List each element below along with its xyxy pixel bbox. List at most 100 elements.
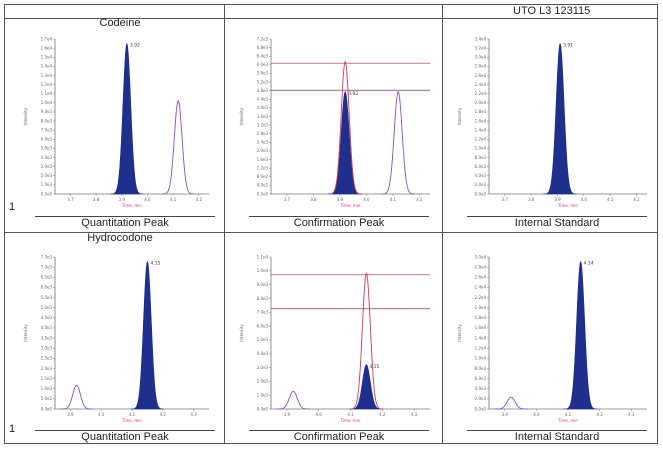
- y-tick-label: 2.2e4: [475, 295, 487, 300]
- y-tick-label: 1.0e4: [475, 146, 487, 151]
- x-axis-label: Time, min: [557, 418, 578, 423]
- x-axis-label: Time, min: [121, 203, 142, 208]
- chromatogram-plot: 7.5e3 7.0e3 6.5e3 6.0e3 5.5e3 5.0e3 4.5e3 4.0e3…: [23, 254, 209, 423]
- y-tick-label: 6.0e3: [257, 62, 269, 67]
- y-tick-label: 0.0e0: [41, 191, 53, 196]
- y-tick-label: 1.6e3: [257, 157, 269, 162]
- x-tick-label: 4.0: [144, 197, 151, 202]
- x-tick-label: 4.2: [596, 412, 603, 417]
- x-tick-label: 3.9: [119, 197, 126, 202]
- y-tick-label: 4.0e3: [257, 351, 269, 356]
- y-tick-label: 4.0e3: [257, 105, 269, 110]
- y-tick-label: 2.4e4: [475, 285, 487, 290]
- y-tick-label: 1.0e3: [41, 386, 53, 391]
- y-tick-label: 8.0e2: [257, 174, 269, 179]
- x-tick-label: 3.7: [67, 197, 74, 202]
- x-tick-label: 4.1: [565, 412, 572, 417]
- y-tick-label: 6.5e3: [41, 275, 53, 280]
- x-tick-label: 4.3: [411, 412, 418, 417]
- x-tick-label: 4.2: [416, 197, 423, 202]
- y-tick-label: 3.0e3: [41, 164, 53, 169]
- y-tick-label: 4.0e2: [257, 183, 269, 188]
- internal-standard-label: Internal Standard: [467, 430, 647, 443]
- y-tick-label: 3.2e3: [257, 122, 269, 127]
- integrated-peak: [110, 43, 144, 195]
- y-tick-label: 3.5e3: [41, 335, 53, 340]
- y-tick-label: 2.8e4: [475, 64, 487, 69]
- y-tick-label: 4.0e3: [475, 386, 487, 391]
- y-tick-label: 0.0e0: [475, 191, 487, 196]
- x-axis-label: Time, min: [557, 203, 578, 208]
- y-tick-label: 8.0e3: [475, 155, 487, 160]
- chromatogram-plot: 7.2e3 6.8e3 6.4e3 6.0e3 5.6e3 5.2e3 4.8e3 4.4e3…: [239, 36, 430, 208]
- y-tick-label: 6.8e3: [257, 45, 269, 50]
- integrated-peak: [543, 43, 577, 195]
- y-tick-label: 2.0e4: [475, 305, 487, 310]
- x-tick-label: 3.9: [554, 197, 561, 202]
- overlay-trace: [381, 91, 415, 195]
- x-tick-label: 3.8: [93, 197, 100, 202]
- y-tick-label: 8.0e3: [475, 366, 487, 371]
- y-tick-label: 1.0e3: [257, 392, 269, 397]
- y-tick-label: 1.5e4: [41, 55, 53, 60]
- y-tick-label: 8.0e3: [257, 296, 269, 301]
- y-tick-label: 1.6e4: [475, 325, 487, 330]
- x-tick-label: 3.9: [502, 412, 509, 417]
- y-tick-label: 6.0e3: [475, 376, 487, 381]
- y-tick-label: 2.0e4: [475, 100, 487, 105]
- x-tick-label: 4.0: [363, 197, 370, 202]
- x-tick-label: 4.0: [98, 412, 105, 417]
- y-tick-label: 1.2e4: [475, 137, 487, 142]
- confirmation-peak-label: Confirmation Peak: [249, 430, 429, 443]
- x-tick-label: 3.7: [502, 197, 509, 202]
- confirmation-peak-label: Confirmation Peak: [249, 216, 429, 229]
- y-tick-label: 0.0e0: [475, 406, 487, 411]
- chromatogram-plot: 1.7e4 1.6e4 1.5e4 1.4e4 1.3e4 1.2e4 1.1e4 1.0e4…: [23, 36, 209, 208]
- y-tick-label: 2.6e4: [475, 275, 487, 280]
- y-tick-label: 4.0e3: [41, 325, 53, 330]
- y-tick-label: 0.0e0: [257, 406, 269, 411]
- x-tick-label: 4.0: [316, 412, 323, 417]
- analyte-title-hydrocodone: Hydrocodone: [87, 232, 153, 244]
- chromatogram-panel[interactable]: 1.7e4 1.6e4 1.5e4 1.4e4 1.3e4 1.2e4 1.1e4 1.0e4…: [17, 31, 217, 216]
- chromatogram-panel[interactable]: 1.1e4 1.0e4 9.0e3 8.0e3 7.0e3 6.0e3 5.0e3 4.0e3…: [233, 249, 438, 431]
- y-tick-label: 8.0e3: [41, 118, 53, 123]
- chromatogram-panel[interactable]: 7.5e3 7.0e3 6.5e3 6.0e3 5.5e3 5.0e3 4.5e3 4.0e3…: [17, 249, 217, 431]
- integrated-peak: [328, 91, 363, 195]
- y-tick-label: 3.2e4: [475, 45, 487, 50]
- y-axis-label: Intensity: [457, 107, 462, 125]
- chromatogram-panel[interactable]: 3.4e4 3.2e4 3.0e4 2.8e4 2.6e4 2.4e4 2.2e4 2.0e4…: [451, 31, 655, 216]
- overlay-trace: [60, 384, 93, 410]
- y-tick-label: 1.6e4: [475, 118, 487, 123]
- x-tick-label: 4.2: [633, 197, 640, 202]
- x-tick-label: 3.8: [528, 197, 535, 202]
- y-axis-label: Intensity: [23, 324, 28, 342]
- y-tick-label: 5.0e3: [41, 146, 53, 151]
- y-tick-label: 1.5e3: [41, 376, 53, 381]
- y-tick-label: 3.0e4: [475, 254, 487, 259]
- y-tick-label: 1.1e4: [41, 91, 53, 96]
- analyte-title-codeine: Codeine: [99, 17, 141, 29]
- y-tick-label: 1.1e4: [257, 254, 269, 259]
- x-tick-label: 4.3: [190, 412, 197, 417]
- peak-rt-label: 3.92: [130, 43, 140, 49]
- integrated-peak: [563, 260, 598, 410]
- x-axis-label: Time, min: [340, 418, 361, 423]
- x-tick-label: 3.9: [284, 412, 291, 417]
- y-tick-label: 5.0e3: [257, 337, 269, 342]
- y-tick-label: 2.2e4: [475, 91, 487, 96]
- y-tick-label: 1.0e4: [475, 356, 487, 361]
- chromatogram-panel[interactable]: 7.2e3 6.8e3 6.4e3 6.0e3 5.6e3 5.2e3 4.8e3 4.4e3…: [233, 31, 438, 216]
- chromatogram-panel[interactable]: 3.0e4 2.8e4 2.6e4 2.4e4 2.2e4 2.0e4 1.8e4 1.6e4…: [451, 249, 655, 431]
- y-tick-label: 7.0e3: [257, 310, 269, 315]
- peak-rt-label: 4.15: [150, 261, 160, 267]
- y-tick-label: 1.4e4: [475, 335, 487, 340]
- confirmation-trace: [349, 272, 384, 410]
- integrated-peak: [349, 364, 384, 410]
- y-tick-label: 2.6e4: [475, 73, 487, 78]
- y-tick-label: 5.2e3: [257, 79, 269, 84]
- x-tick-label: 4.3: [628, 412, 635, 417]
- chromatogram-grid: UTO L3 123115 Codeine 1 1.7e4 1.6e4 1.5e4 1…: [4, 4, 658, 444]
- y-axis-label: Intensity: [239, 324, 244, 342]
- x-tick-label: 4.1: [390, 197, 397, 202]
